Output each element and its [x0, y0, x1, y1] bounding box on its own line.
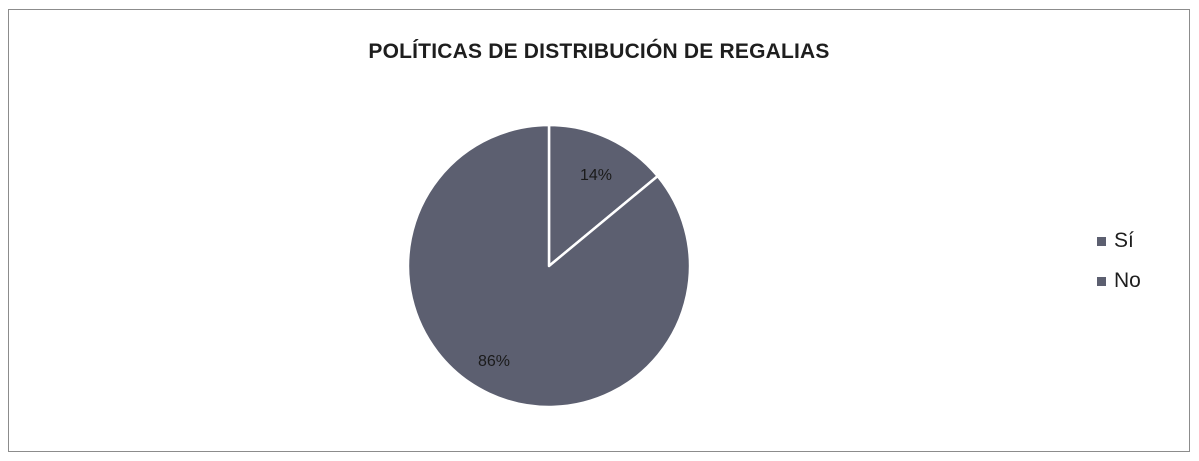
- legend-swatch-si: [1097, 236, 1106, 246]
- chart-title: POLÍTICAS DE DISTRIBUCIÓN DE REGALIAS: [368, 40, 830, 63]
- legend-swatch-no: [1097, 276, 1106, 286]
- pie-slice-no: [406, 123, 692, 409]
- legend-label-si: Sí: [1114, 229, 1134, 252]
- legend-label-no: No: [1114, 269, 1141, 292]
- legend: Sí No: [1097, 226, 1177, 306]
- pie-slice-si: [547, 123, 659, 268]
- data-label-si: 14%: [580, 167, 612, 184]
- legend-item-no: No: [1097, 266, 1177, 296]
- legend-item-si: Sí: [1097, 226, 1177, 256]
- data-label-no: 86%: [478, 353, 510, 370]
